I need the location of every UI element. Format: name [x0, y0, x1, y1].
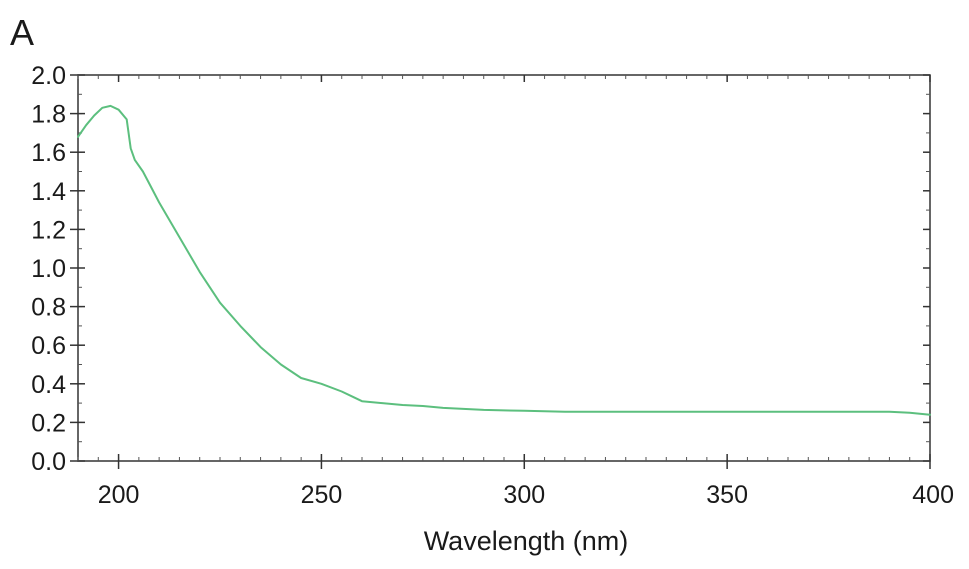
y-tick-label: 1.8 — [31, 101, 66, 129]
y-tick-label: 1.4 — [31, 178, 66, 206]
y-tick-label: 0.4 — [31, 371, 66, 399]
y-tick-label: 1.2 — [31, 216, 66, 244]
y-tick-label: 0.6 — [31, 332, 66, 360]
y-tick-label: 0.0 — [31, 448, 66, 476]
panel-label: A — [10, 12, 34, 53]
x-axis-title: Wavelength (nm) — [424, 526, 629, 556]
x-axis-ticks — [77, 75, 931, 469]
x-axis-tick-labels: 200 250 300 350 400 — [98, 481, 954, 509]
x-tick-label: 300 — [503, 481, 545, 509]
y-axis-ticks — [70, 74, 930, 462]
y-tick-label: 2.0 — [31, 62, 66, 90]
y-tick-label: 0.2 — [31, 409, 66, 437]
x-tick-label: 250 — [301, 481, 343, 509]
absorbance-series-line — [77, 104, 931, 416]
x-tick-label: 350 — [706, 481, 748, 509]
plot-frame — [77, 74, 931, 462]
y-tick-label: 1.0 — [31, 255, 66, 283]
y-tick-label: 1.6 — [31, 139, 66, 167]
y-tick-label: 0.8 — [31, 294, 66, 322]
x-tick-label: 200 — [98, 481, 140, 509]
x-tick-label: 400 — [912, 481, 954, 509]
y-axis-tick-labels: 0.0 0.2 0.4 0.6 0.8 1.0 1.2 1.4 1.6 1.8 2.0 — [31, 62, 66, 476]
